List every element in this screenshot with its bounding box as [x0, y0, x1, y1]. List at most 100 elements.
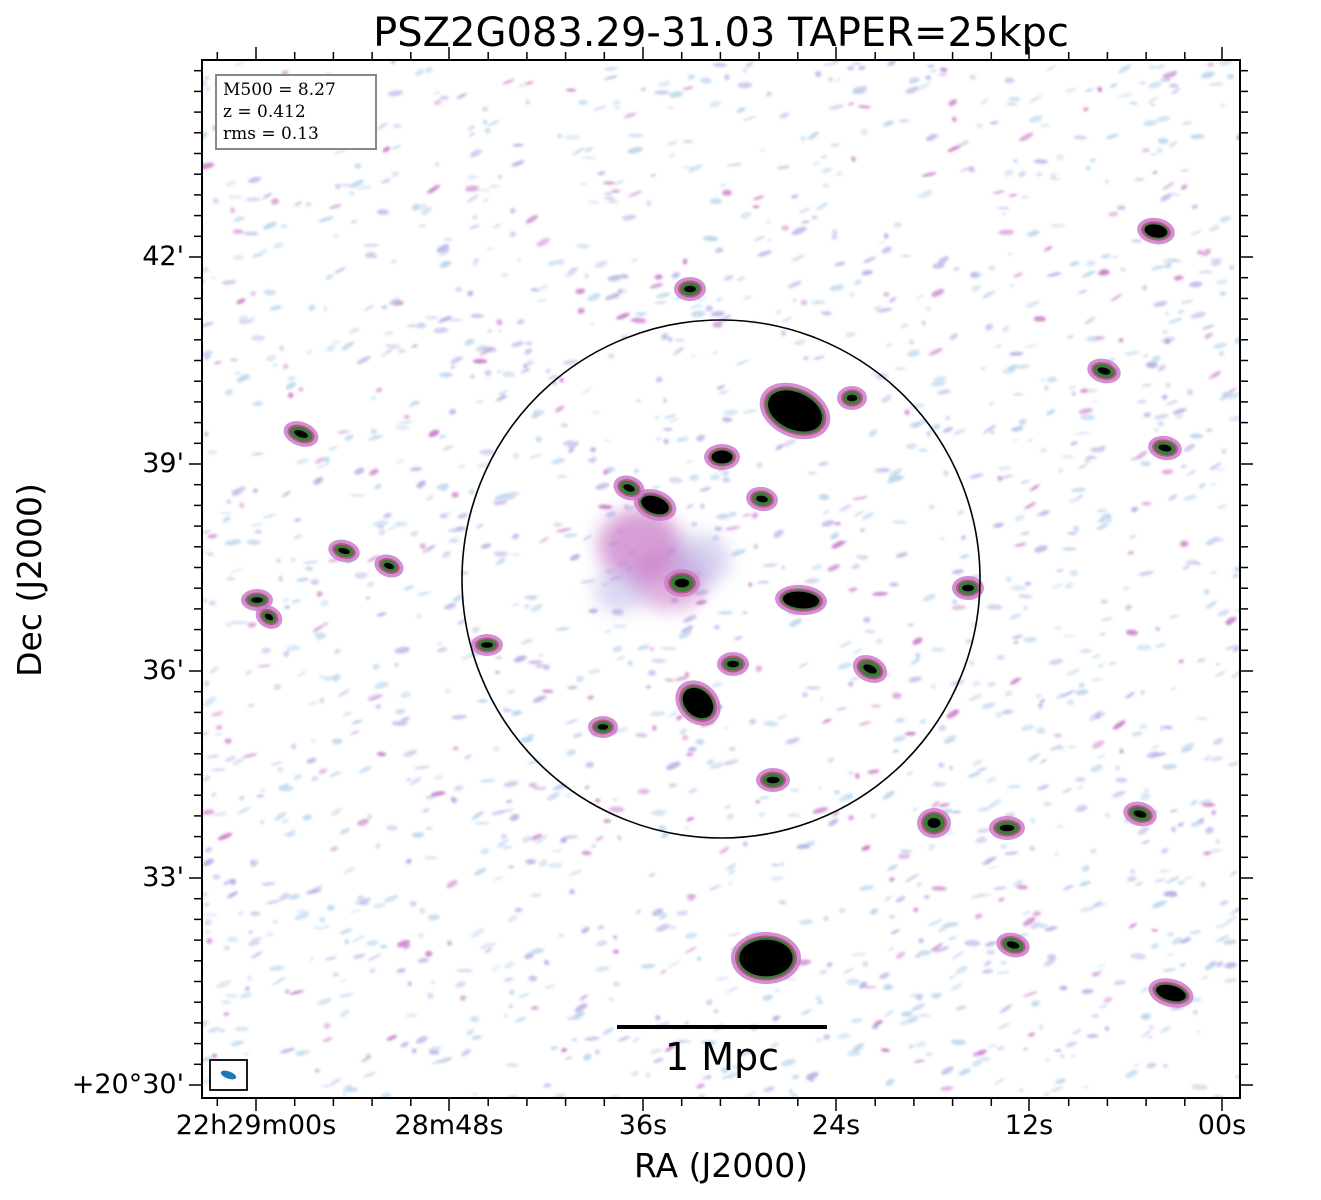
noise-blob — [740, 211, 752, 220]
noise-blob — [352, 934, 366, 943]
noise-blob — [210, 276, 217, 279]
noise-blob — [527, 758, 542, 765]
noise-blob — [511, 341, 524, 348]
noise-blob — [584, 272, 590, 279]
noise-blob — [349, 909, 361, 914]
noise-blob — [398, 420, 414, 425]
noise-blob — [1110, 293, 1123, 302]
noise-blob — [373, 254, 378, 259]
noise-blob — [1104, 812, 1111, 818]
noise-blob — [1067, 531, 1077, 535]
noise-blob — [971, 284, 982, 292]
noise-blob — [1191, 1084, 1206, 1091]
noise-blob — [439, 260, 452, 268]
radio-source — [1148, 978, 1194, 1008]
noise-blob — [1203, 851, 1212, 855]
noise-blob — [325, 956, 337, 961]
noise-blob — [710, 682, 723, 688]
noise-blob — [293, 534, 303, 540]
noise-blob — [925, 1051, 933, 1057]
noise-blob — [348, 191, 356, 196]
noise-blob — [652, 908, 664, 916]
noise-blob — [678, 1039, 692, 1043]
noise-blob — [1164, 262, 1172, 269]
noise-blob — [1150, 943, 1159, 949]
noise-blob — [331, 738, 343, 745]
noise-blob — [1177, 880, 1186, 885]
noise-blob — [608, 998, 614, 1001]
noise-blob — [612, 949, 619, 954]
noise-blob — [654, 274, 663, 280]
noise-blob — [625, 506, 634, 511]
noise-blob — [603, 75, 618, 80]
radio-source — [952, 576, 984, 600]
noise-blob — [531, 833, 543, 841]
source-layer — [739, 939, 793, 977]
noise-blob — [1164, 338, 1170, 345]
noise-blob — [584, 1036, 600, 1041]
noise-blob — [556, 475, 568, 479]
noise-blob — [995, 711, 1003, 718]
noise-blob — [318, 216, 334, 223]
noise-blob — [681, 625, 694, 634]
noise-blob — [395, 709, 406, 715]
noise-blob — [456, 969, 473, 972]
noise-blob — [436, 243, 449, 253]
noise-blob — [1134, 178, 1145, 181]
noise-blob — [682, 140, 694, 144]
noise-blob — [225, 755, 237, 762]
noise-blob — [762, 994, 773, 1001]
noise-blob — [1205, 542, 1214, 546]
noise-blob — [1151, 744, 1160, 750]
noise-blob — [514, 1016, 527, 1023]
noise-blob — [215, 725, 223, 730]
noise-blob — [683, 614, 697, 623]
noise-blob — [852, 496, 868, 500]
noise-blob — [1108, 661, 1117, 666]
noise-blob — [354, 163, 362, 169]
noise-blob — [320, 600, 329, 607]
noise-blob — [1179, 962, 1186, 968]
noise-blob — [1113, 980, 1126, 985]
noise-blob — [1100, 253, 1112, 259]
noise-blob — [667, 960, 682, 968]
noise-blob — [910, 657, 921, 665]
noise-blob — [1161, 469, 1174, 475]
noise-blob — [978, 1050, 985, 1056]
noise-blob — [819, 969, 828, 975]
noise-blob — [506, 690, 516, 694]
noise-blob — [1014, 542, 1027, 547]
noise-blob — [471, 811, 484, 820]
noise-blob — [850, 1018, 863, 1023]
noise-blob — [980, 98, 988, 105]
noise-blob — [265, 354, 277, 362]
noise-blob — [583, 1053, 592, 1061]
noise-blob — [997, 1046, 1005, 1051]
noise-blob — [854, 279, 862, 286]
noise-blob — [952, 267, 960, 271]
noise-blob — [226, 499, 231, 504]
noise-blob — [834, 522, 842, 526]
noise-blob — [948, 974, 956, 980]
noise-blob — [1073, 525, 1079, 532]
noise-blob — [886, 864, 898, 872]
noise-blob — [477, 699, 488, 703]
noise-blob — [1081, 270, 1096, 278]
noise-blob — [1100, 617, 1113, 621]
noise-blob — [455, 981, 467, 988]
noise-blob — [1180, 937, 1192, 944]
noise-blob — [442, 550, 451, 558]
noise-blob — [919, 719, 926, 724]
noise-blob — [627, 660, 633, 667]
noise-blob — [228, 195, 243, 199]
noise-blob — [870, 372, 879, 377]
noise-blob — [1044, 926, 1058, 932]
noise-blob — [492, 500, 508, 505]
noise-blob — [474, 822, 491, 825]
noise-blob — [655, 924, 670, 932]
noise-blob — [238, 795, 245, 801]
noise-blob — [765, 219, 771, 224]
noise-blob — [590, 447, 596, 453]
noise-blob — [1065, 1041, 1078, 1048]
noise-blob — [442, 445, 453, 451]
